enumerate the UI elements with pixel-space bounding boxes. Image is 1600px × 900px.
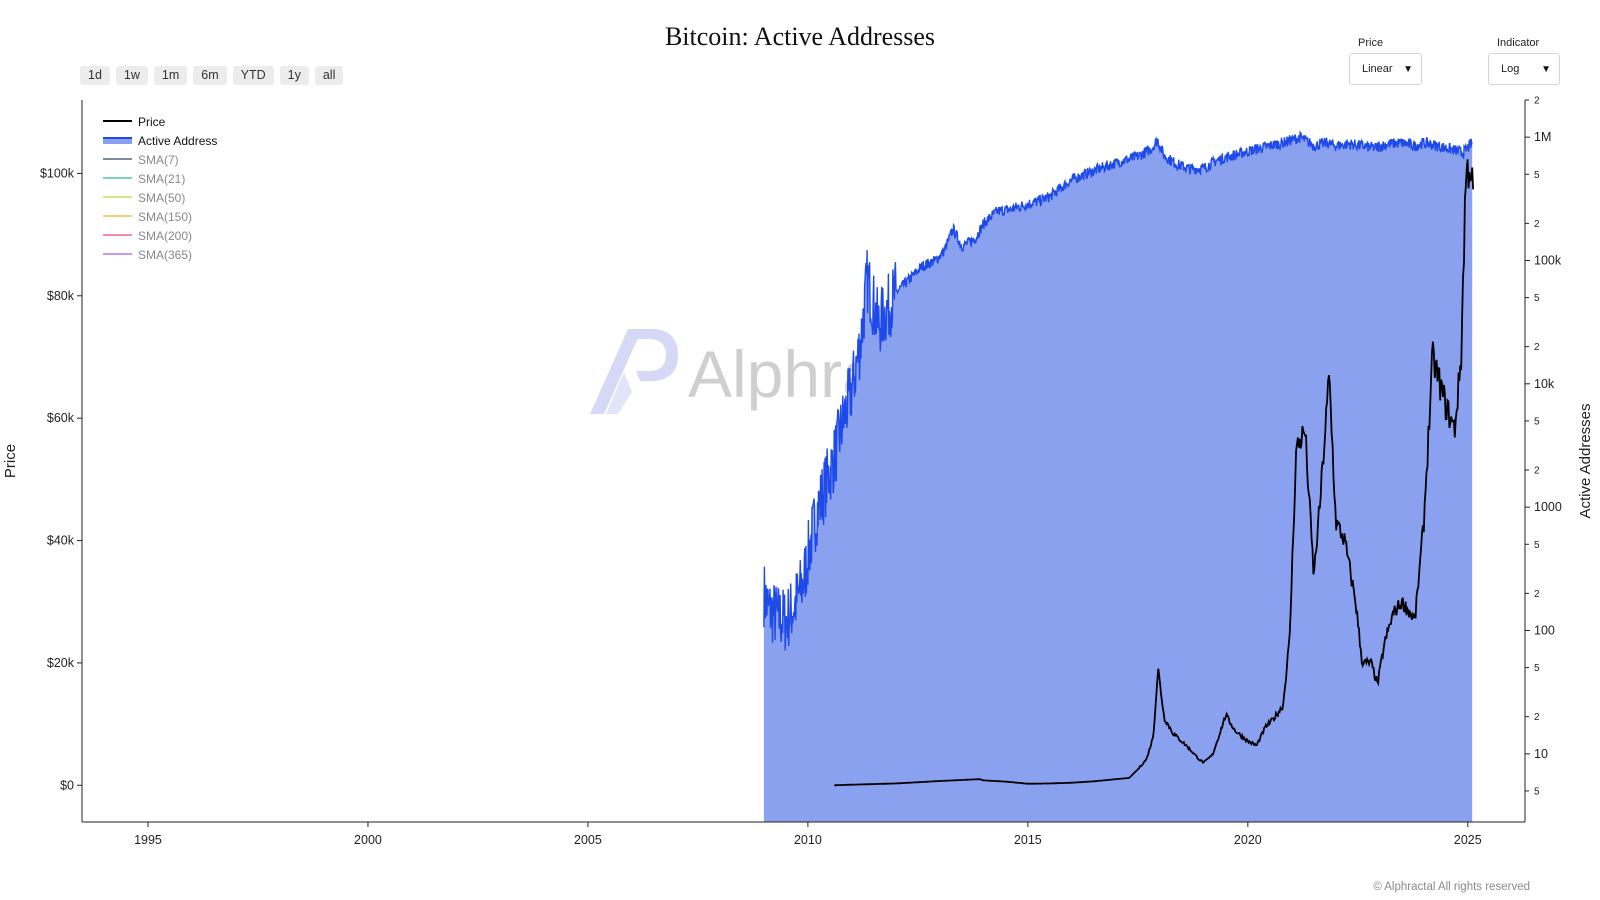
legend-label-active-address: Active Address [138, 134, 217, 148]
legend-item-active-address[interactable]: Active Address [103, 134, 217, 148]
y2-minor-tick-label: 5 [1534, 663, 1540, 674]
legend-item-sma365[interactable]: SMA(365) [103, 248, 192, 262]
legend-label-sma21: SMA(21) [138, 172, 185, 186]
y2-minor-tick-label: 5 [1534, 416, 1540, 427]
legend-label-sma50: SMA(50) [138, 191, 185, 205]
price-scale-dropdown[interactable]: Linear ▼ [1349, 53, 1422, 85]
y-axis-right-ticks: 10 100 1000 10k 100k 1M 5 2 5 2 5 2 5 2 5 2 5 2 [1525, 96, 1562, 797]
y2-tick-label: 100k [1534, 253, 1562, 267]
indicator-scale-selector: Indicator Log ▼ [1488, 37, 1560, 85]
range-button-all[interactable]: all [314, 66, 344, 85]
y-tick-label: $0 [60, 778, 74, 792]
legend-item-price[interactable]: Price [103, 115, 166, 129]
x-tick-label: 2010 [794, 833, 822, 847]
x-tick-label: 1995 [134, 833, 162, 847]
alphractal-logo-icon [590, 329, 678, 414]
y2-tick-label: 10k [1534, 377, 1555, 391]
range-button-1m[interactable]: 1m [153, 66, 188, 85]
y2-tick-label: 10 [1534, 747, 1548, 761]
x-tick-label: 2025 [1454, 833, 1482, 847]
legend-label-sma7: SMA(7) [138, 153, 179, 167]
indicator-scale-label: Indicator [1497, 37, 1540, 49]
legend-item-sma7[interactable]: SMA(7) [103, 153, 179, 167]
x-tick-label: 2000 [354, 833, 382, 847]
range-button-ytd[interactable]: YTD [232, 66, 274, 85]
y2-tick-label: 1000 [1534, 500, 1562, 514]
price-scale-value: Linear [1362, 63, 1393, 75]
y-axis-left-title: Price [2, 444, 19, 478]
legend-item-sma200[interactable]: SMA(200) [103, 229, 192, 243]
y2-minor-tick-label: 2 [1534, 589, 1540, 600]
x-tick-label: 2020 [1234, 833, 1262, 847]
range-selector: 1d 1w 1m 6m YTD 1y all [80, 66, 344, 85]
x-tick-label: 2005 [574, 833, 602, 847]
legend: Price Active Address SMA(7) SMA(21) SMA(… [103, 115, 217, 262]
price-scale-label: Price [1358, 37, 1384, 49]
y2-minor-tick-label: 5 [1534, 170, 1540, 181]
chevron-down-icon: ▼ [1541, 63, 1551, 75]
indicator-scale-dropdown[interactable]: Log ▼ [1488, 53, 1560, 85]
legend-item-sma21[interactable]: SMA(21) [103, 172, 185, 186]
range-button-1y[interactable]: 1y [279, 66, 309, 85]
range-button-6m[interactable]: 6m [193, 66, 227, 85]
active-address-area [763, 132, 1473, 822]
active-address-line [763, 130, 1473, 651]
x-axis-ticks: 1995 2000 2005 2010 2015 2020 2025 [134, 822, 1482, 847]
copyright-text: © Alphractal All rights reserved [1373, 881, 1530, 893]
legend-label-sma365: SMA(365) [138, 248, 192, 262]
range-button-1d[interactable]: 1d [80, 66, 110, 85]
y-tick-label: $20k [47, 656, 75, 670]
y2-minor-tick-label: 5 [1534, 540, 1540, 551]
y-tick-label: $60k [47, 411, 75, 425]
y2-minor-tick-label: 2 [1534, 466, 1540, 477]
y2-minor-tick-label: 5 [1534, 786, 1540, 797]
indicator-scale-value: Log [1501, 63, 1520, 75]
y-axis-left-ticks: $0 $20k $40k $60k $80k $100k [40, 166, 82, 792]
legend-item-sma150[interactable]: SMA(150) [103, 210, 192, 224]
y2-minor-tick-label: 2 [1534, 712, 1540, 723]
legend-label-sma150: SMA(150) [138, 210, 192, 224]
y2-minor-tick-label: 2 [1534, 342, 1540, 353]
legend-item-sma50[interactable]: SMA(50) [103, 191, 185, 205]
y-tick-label: $80k [47, 289, 75, 303]
price-line [834, 159, 1474, 787]
y2-minor-tick-label: 2 [1534, 96, 1540, 107]
legend-label-price: Price [138, 115, 166, 129]
chevron-down-icon: ▼ [1403, 63, 1413, 75]
y-axis-right-title: Active Addresses [1577, 403, 1594, 518]
price-scale-selector: Price Linear ▼ [1349, 37, 1422, 85]
y2-tick-label: 100 [1534, 623, 1555, 637]
y-tick-label: $100k [40, 166, 75, 180]
chart-title: Bitcoin: Active Addresses [664, 22, 936, 51]
legend-label-sma200: SMA(200) [138, 229, 192, 243]
y2-minor-tick-label: 2 [1534, 219, 1540, 230]
y2-tick-label: 1M [1534, 130, 1551, 144]
y2-minor-tick-label: 5 [1534, 293, 1540, 304]
x-tick-label: 2015 [1014, 833, 1042, 847]
y-tick-label: $40k [47, 534, 75, 548]
range-button-1w[interactable]: 1w [115, 66, 148, 85]
